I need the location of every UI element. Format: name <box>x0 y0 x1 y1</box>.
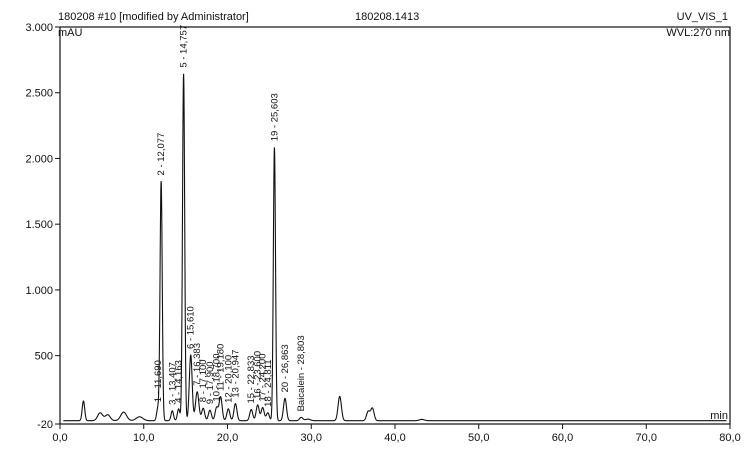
y-tick-label: -20 <box>37 419 53 431</box>
peak-label: 2 - 12,077 <box>156 133 167 176</box>
header-wavelength: WVL:270 nm <box>666 27 730 39</box>
peak-label: 16 - 23,600 <box>253 351 264 399</box>
x-tick-label: 10,0 <box>133 432 154 444</box>
y-tick-label: 2.000 <box>25 153 53 165</box>
header-sequence: 180208.1413 <box>355 11 419 23</box>
x-tick-label: 30,0 <box>301 432 322 444</box>
peak-label: 7 - 16,383 <box>192 343 203 386</box>
x-tick-label: 40,0 <box>384 432 405 444</box>
x-tick-label: 80,0 <box>719 432 740 444</box>
peak-label: 19 - 25,603 <box>269 93 280 141</box>
y-tick-label: 500 <box>35 351 53 363</box>
x-axis-title: min <box>710 410 728 422</box>
peak-label: 9 - 17,900 <box>205 361 216 404</box>
peak-label: 1 - 11,690 <box>153 360 164 402</box>
peak-label: 15 - 22,833 <box>246 355 257 403</box>
peak-label: 18 - 24,811 <box>263 359 274 406</box>
chart-axes: 0,0 10,0 20,0 30,0 40,0 50,0 60,0 70,0 80,0 -20 50… <box>25 22 740 444</box>
header-run-id: 180208 #10 [modified by Administrator] <box>58 11 249 23</box>
x-tick-label: 60,0 <box>552 432 573 444</box>
peak-label: 3 - 13,407 <box>167 362 178 405</box>
y-tick-label: 3.000 <box>25 22 53 34</box>
x-tick-label: 20,0 <box>217 432 238 444</box>
chromatogram-trace-group <box>63 73 727 422</box>
x-tick-label: 50,0 <box>468 432 489 444</box>
y-tick-label: 1.000 <box>25 285 53 297</box>
peak-label: 13 - 20,947 <box>230 350 241 398</box>
peak-label: 8 - 17,100 <box>198 359 209 402</box>
peak-label: 17 - 24,200 <box>258 353 269 401</box>
x-tick-label: 70,0 <box>636 432 657 444</box>
peak-label: 10 - 18,700 <box>212 353 223 401</box>
header-channel: UV_VIS_1 <box>677 11 728 23</box>
peak-label: 4 - 14,163 <box>174 360 185 403</box>
peak-label: 11 - 19,180 <box>216 344 227 391</box>
peak-label: 5 - 14,757 <box>179 25 190 68</box>
x-tick-label: 0,0 <box>52 432 67 444</box>
y-axis-unit: mAU <box>58 27 83 39</box>
y-tick-label: 2.500 <box>25 88 53 100</box>
peak-label: Baicalein - 28,803 <box>296 335 307 411</box>
peak-label: 20 - 26,863 <box>280 344 291 392</box>
y-tick-label: 1.500 <box>25 219 53 231</box>
peak-label: 6 - 15,610 <box>186 306 197 349</box>
peak-label: 12 - 20,100 <box>223 355 234 403</box>
chromatogram-trace <box>63 73 727 422</box>
